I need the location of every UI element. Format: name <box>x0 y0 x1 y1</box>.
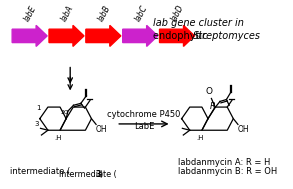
Polygon shape <box>160 25 195 46</box>
Text: intermediate (: intermediate ( <box>10 167 70 176</box>
Text: 20: 20 <box>60 110 68 115</box>
Text: LabE: LabE <box>134 122 154 131</box>
Text: labdanmycin B: R = OH: labdanmycin B: R = OH <box>178 167 277 176</box>
Text: ): ) <box>100 170 103 179</box>
Text: O: O <box>205 87 212 96</box>
Polygon shape <box>86 25 121 46</box>
Text: lab gene cluster in: lab gene cluster in <box>153 19 244 28</box>
Text: endophytic: endophytic <box>153 31 211 41</box>
Text: labE: labE <box>23 4 38 22</box>
Text: 3: 3 <box>95 170 100 179</box>
Text: labC: labC <box>133 3 149 22</box>
Polygon shape <box>49 25 84 46</box>
Polygon shape <box>123 25 158 46</box>
Text: labB: labB <box>96 3 112 22</box>
Text: .H: .H <box>196 135 204 141</box>
Text: labdanmycin A: R = H: labdanmycin A: R = H <box>178 158 270 167</box>
Text: labA: labA <box>59 3 75 22</box>
Text: R: R <box>210 102 216 111</box>
Polygon shape <box>12 25 47 46</box>
Text: 3: 3 <box>35 122 39 127</box>
Text: labD: labD <box>170 3 186 22</box>
Text: OH: OH <box>238 125 250 134</box>
Text: OH: OH <box>96 125 108 134</box>
Text: intermediate (: intermediate ( <box>59 170 117 179</box>
Text: cytochrome P450: cytochrome P450 <box>107 110 180 119</box>
Text: Streptomyces: Streptomyces <box>193 31 261 41</box>
Text: .H: .H <box>54 135 62 141</box>
Text: 1: 1 <box>37 105 41 111</box>
